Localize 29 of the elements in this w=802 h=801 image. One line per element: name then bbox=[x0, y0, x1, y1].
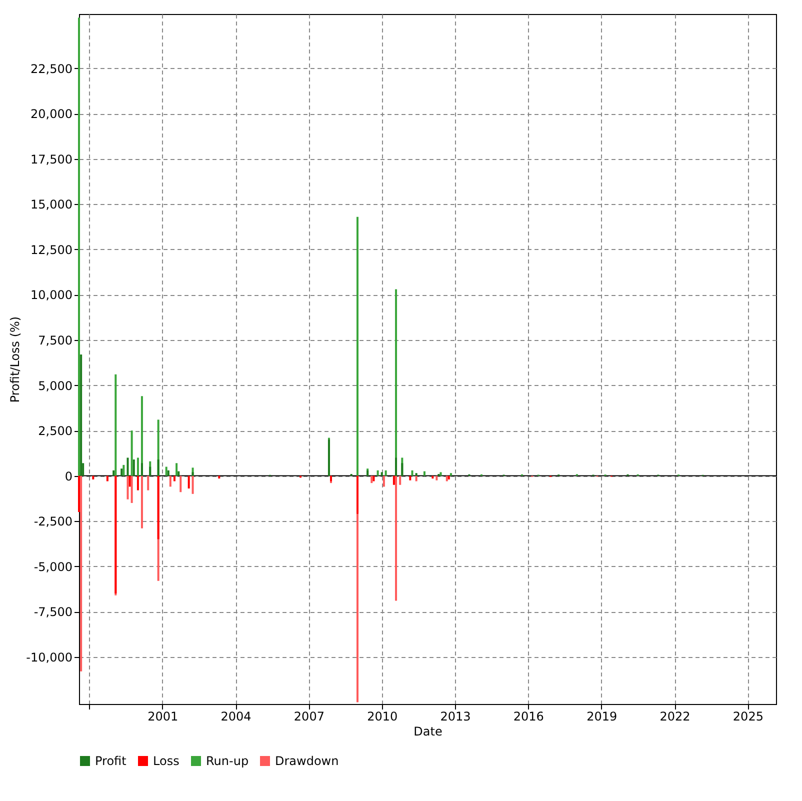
y-tick-label: 22,500 bbox=[30, 62, 72, 76]
y-tick-label: 12,500 bbox=[30, 242, 72, 257]
legend-label: Loss bbox=[153, 754, 180, 768]
x-tick-label: 2025 bbox=[732, 710, 764, 724]
y-tick-label: 17,500 bbox=[30, 152, 72, 166]
legend-label: Drawdown bbox=[275, 754, 339, 768]
y-tick-label: 2,500 bbox=[38, 424, 72, 438]
y-tick-label: 5,000 bbox=[38, 378, 72, 393]
y-tick-label: -2,500 bbox=[34, 514, 72, 529]
x-axis-title: Date bbox=[414, 724, 442, 738]
x-tick-label: 2001 bbox=[148, 710, 178, 724]
x-tick-label: 2016 bbox=[513, 710, 544, 724]
x-tick-label: 2022 bbox=[660, 710, 690, 724]
y-tick-label: 7,500 bbox=[38, 333, 72, 348]
legend-label: Profit bbox=[95, 754, 127, 768]
y-tick-label: -7,500 bbox=[34, 605, 72, 620]
y-tick-label: 15,000 bbox=[30, 198, 72, 212]
y-tick-label: 10,000 bbox=[30, 288, 72, 302]
y-tick-label: 20,000 bbox=[30, 107, 72, 122]
x-tick-label: 2019 bbox=[586, 710, 618, 724]
legend-label: Run-up bbox=[206, 754, 249, 768]
x-tick-label: 2013 bbox=[440, 710, 471, 724]
y-tick-label: -10,000 bbox=[26, 650, 72, 664]
x-tick-label: 2004 bbox=[220, 710, 252, 724]
y-tick-label: 0 bbox=[64, 469, 72, 484]
x-tick-label: 2010 bbox=[367, 710, 398, 724]
y-tick-label: -5,000 bbox=[34, 560, 72, 574]
y-axis-title: Profit/Loss (%) bbox=[8, 316, 22, 403]
x-tick-label: 2007 bbox=[294, 710, 324, 724]
